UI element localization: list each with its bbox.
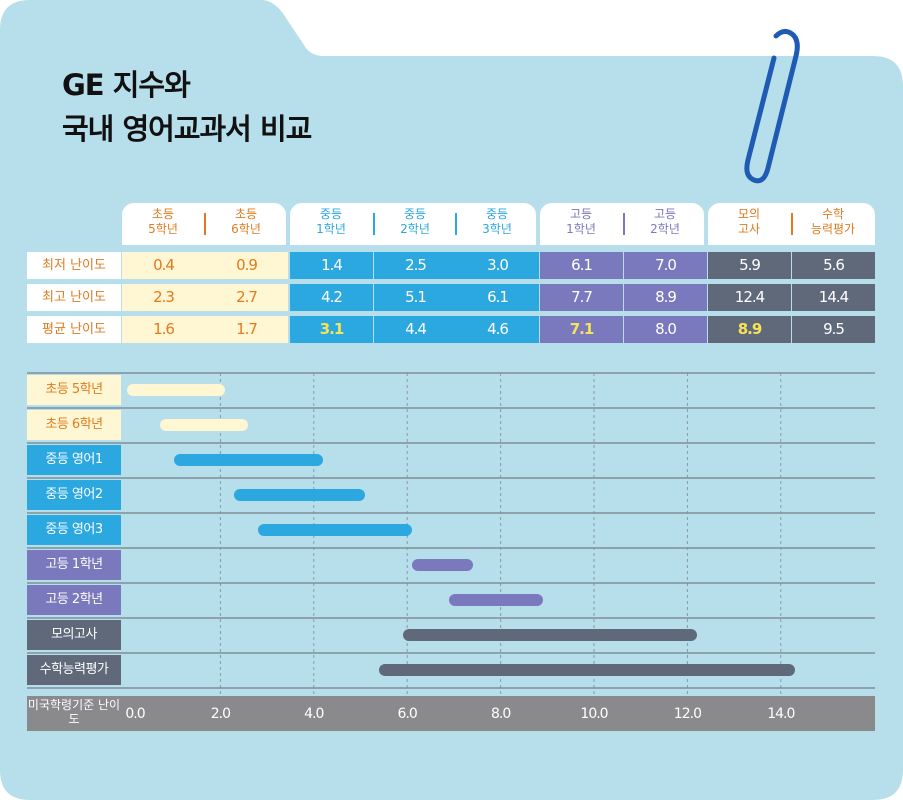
header-separator [204,213,206,235]
x-axis-bar [27,696,875,731]
column-header-line2: 2학년 [400,222,430,236]
page-title-line1: GE 지수와 [62,68,191,102]
category-label: 초등 6학년 [27,410,121,440]
table-cell: 4.2 [290,284,373,311]
x-tick-label: 4.0 [304,706,324,722]
range-bar [402,629,697,641]
table-cell: 4.6 [456,316,539,343]
category-label: 모의고사 [27,620,121,650]
column-header-line2: 고사 [737,222,761,236]
x-tick-label: 6.0 [397,706,418,722]
row-label: 최저 난이도 [27,252,121,279]
x-axis-title: 미국학령기준 난이도 [27,698,121,726]
range-bar [173,454,324,466]
category-label: 초등 5학년 [27,375,121,405]
column-header-line2: 6학년 [231,222,261,236]
table-cell: 1.7 [205,316,288,343]
table-cell: 7.7 [540,284,623,311]
column-header: 중등 3학년 [462,207,532,237]
header-separator [623,213,625,235]
table-cell: 7.0 [624,252,707,279]
column-header-line2: 1학년 [316,222,346,236]
table-cell: 1.6 [122,316,205,343]
category-label: 수학능력평가 [27,655,121,685]
table-cell: 1.4 [290,252,373,279]
header-separator [373,213,375,235]
column-header: 중등 2학년 [380,207,450,237]
table-cell: 2.5 [374,252,457,279]
column-header-line1: 모의 [737,207,761,221]
table-cell: 6.1 [456,284,539,311]
x-tick-label: 14.0 [767,706,795,722]
column-header-line2: 2학년 [650,222,680,236]
table-cell: 14.4 [792,284,875,311]
category-label: 고등 1학년 [27,550,121,580]
column-header: 모의 고사 [714,207,784,237]
range-bar [411,559,473,571]
range-bar [257,524,412,536]
table-cell: 3.1 [290,316,373,343]
table-cell: 5.1 [374,284,457,311]
category-label: 중등 영어3 [27,515,121,545]
table-header-group-middle [290,203,536,245]
category-label: 중등 영어2 [27,480,121,510]
column-header-line1: 초등 [151,207,175,221]
table-cell: 5.6 [792,252,875,279]
table-cell: 0.9 [205,252,288,279]
paperclip-icon [744,28,800,184]
range-bar [159,419,249,431]
header-separator [791,213,793,235]
table-cell: 2.3 [122,284,205,311]
column-header-line1: 중등 [403,207,427,221]
column-header: 초등 6학년 [211,207,281,237]
table-cell: 4.4 [374,316,457,343]
table-header-group-high [540,203,704,245]
table-cell: 8.9 [624,284,707,311]
column-header-line2: 1학년 [566,222,596,236]
table-cell: 0.4 [122,252,205,279]
table-cell: 9.5 [792,316,875,343]
x-tick-label: 10.0 [580,706,608,722]
range-bar [127,384,226,396]
range-bar [234,489,366,501]
column-header: 중등 1학년 [296,207,366,237]
table-cell: 8.0 [624,316,707,343]
column-header-line1: 중등 [485,207,509,221]
column-header: 초등 5학년 [128,207,198,237]
column-header-line1: 초등 [234,207,258,221]
table-cell: 5.9 [708,252,791,279]
table-cell: 2.7 [205,284,288,311]
row-label: 최고 난이도 [27,284,121,311]
range-bar [449,594,543,606]
table-cell: 12.4 [708,284,791,311]
column-header-line2: 능력평가 [810,222,856,236]
category-label: 중등 영어1 [27,445,121,475]
x-tick-label: 2.0 [210,706,231,722]
column-header-line1: 수학 [821,207,845,221]
column-header: 수학 능력평가 [798,207,868,237]
column-header: 고등 1학년 [546,207,616,237]
category-label: 고등 2학년 [27,585,121,615]
row-label: 평균 난이도 [27,316,121,343]
column-header: 고등 2학년 [630,207,700,237]
column-header-line2: 5학년 [148,222,178,236]
table-cell: 6.1 [540,252,623,279]
column-header-line1: 고등 [653,207,677,221]
x-tick-label: 12.0 [673,706,702,722]
table-cell: 3.0 [456,252,539,279]
header-separator [455,213,457,235]
table-cell: 8.9 [708,316,791,343]
table-cell: 7.1 [540,316,623,343]
x-tick-label: 0.0 [125,706,145,722]
range-bar [379,664,795,676]
x-tick-label: 8.0 [490,706,511,722]
column-header-line2: 3학년 [482,222,512,236]
column-header-line1: 중등 [319,207,343,221]
page-title-line2: 국내 영어교과서 비교 [62,112,312,146]
column-header-line1: 고등 [569,207,593,221]
